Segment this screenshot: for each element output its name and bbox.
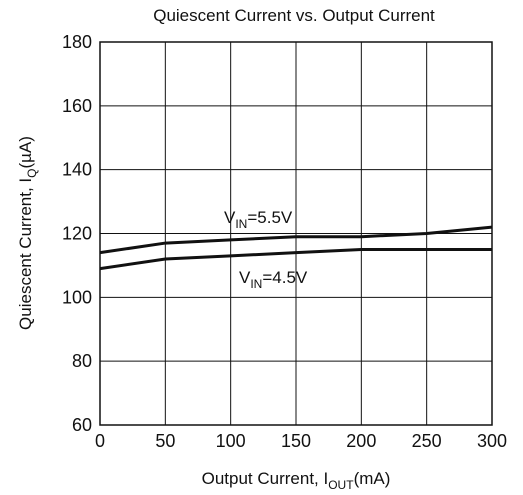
x-axis-label-sub: OUT [328, 478, 354, 492]
plot-frame [99, 41, 493, 426]
x-axis-label-tail: (mA) [354, 469, 391, 488]
y-tick-label: 100 [62, 287, 92, 307]
x-tick-label: 50 [155, 431, 175, 451]
x-tick-label: 100 [216, 431, 246, 451]
series-line-0 [99, 225, 493, 255]
x-tick-label: 150 [281, 431, 311, 451]
y-tick-label: 60 [72, 415, 92, 435]
series-label-main: V [224, 208, 236, 227]
y-tick-label: 140 [62, 160, 92, 180]
chart-title: Quiescent Current vs. Output Current [153, 6, 435, 25]
series-label-vin-5-5: VIN=5.5V [224, 208, 293, 231]
series-label-sub: IN [250, 277, 262, 291]
series-label-vin-4-5: VIN=4.5V [239, 268, 308, 291]
x-tick-labels: 0 50 100 150 200 250 300 [95, 431, 507, 451]
y-axis-label-tail: (µA) [16, 136, 35, 168]
x-tick-label: 300 [477, 431, 507, 451]
y-tick-label: 80 [72, 351, 92, 371]
series-label-tail: =5.5V [247, 208, 293, 227]
y-tick-label: 180 [62, 32, 92, 52]
y-axis-label: Quiescent Current, IQ(µA) [16, 136, 39, 330]
series-line-1 [99, 247, 492, 271]
series-label-main: V [239, 268, 251, 287]
x-axis-label: Output Current, IOUT(mA) [202, 469, 391, 492]
series-label-sub: IN [235, 217, 247, 231]
y-axis-label-sub: Q [25, 169, 39, 178]
y-axis-label-main: Quiescent Current, I [16, 178, 35, 330]
y-tick-labels: 60 80 100 120 140 160 180 [62, 32, 92, 435]
y-tick-label: 160 [62, 96, 92, 116]
series-label-tail: =4.5V [262, 268, 308, 287]
series-layer [99, 225, 493, 271]
x-tick-label: 250 [412, 431, 442, 451]
y-tick-label: 120 [62, 224, 92, 244]
x-tick-label: 0 [95, 431, 105, 451]
x-tick-label: 200 [346, 431, 376, 451]
x-axis-label-main: Output Current, I [202, 469, 329, 488]
